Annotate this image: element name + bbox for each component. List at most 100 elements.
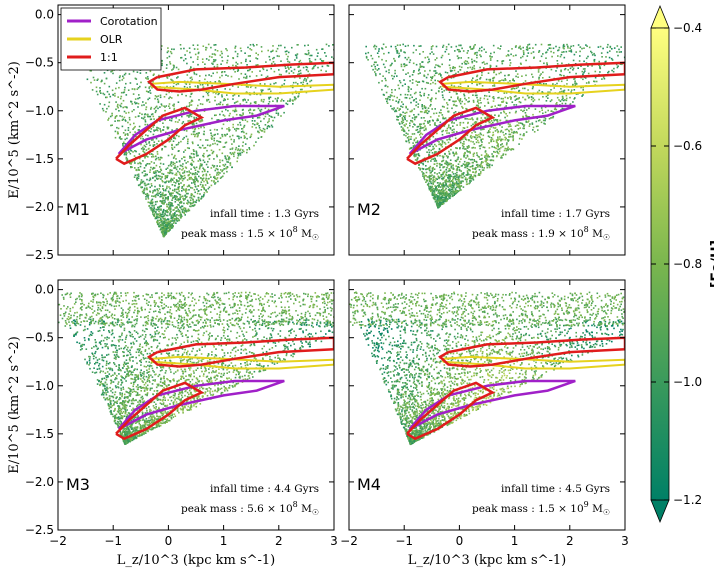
scatter-point xyxy=(471,158,474,161)
scatter-point xyxy=(525,109,528,111)
scatter-point xyxy=(434,108,436,110)
scatter-point xyxy=(233,139,235,141)
scatter-point xyxy=(179,196,181,199)
scatter-point xyxy=(197,51,200,54)
scatter-point xyxy=(248,147,250,149)
scatter-point xyxy=(227,161,229,163)
scatter-point xyxy=(152,80,154,83)
scatter-point xyxy=(503,92,506,94)
scatter-point xyxy=(156,153,159,155)
scatter-point xyxy=(548,47,551,49)
scatter-point xyxy=(508,136,511,138)
scatter-point xyxy=(205,47,208,49)
scatter-point xyxy=(190,113,193,115)
scatter-point xyxy=(179,194,182,196)
scatter-point xyxy=(450,180,453,182)
scatter-point xyxy=(283,79,286,82)
scatter-point xyxy=(627,56,629,58)
scatter-point xyxy=(448,175,450,178)
scatter-point xyxy=(480,145,482,147)
scatter-point xyxy=(391,91,393,94)
scatter-point xyxy=(125,112,127,114)
scatter-point xyxy=(243,131,245,134)
scatter-point xyxy=(517,124,520,127)
scatter-point xyxy=(467,122,469,125)
scatter-point xyxy=(136,179,139,181)
scatter-point xyxy=(184,209,186,212)
scatter-point xyxy=(224,163,227,166)
scatter-point xyxy=(441,189,443,192)
scatter-point xyxy=(398,56,400,58)
scatter-point xyxy=(165,93,168,96)
scatter-point xyxy=(423,175,426,178)
scatter-point xyxy=(202,95,205,98)
scatter-point xyxy=(125,82,127,85)
scatter-point xyxy=(449,69,452,72)
scatter-point xyxy=(162,70,165,73)
scatter-point xyxy=(197,197,200,199)
scatter-point xyxy=(214,114,216,117)
scatter-point xyxy=(490,159,492,162)
scatter-point xyxy=(194,191,196,194)
scatter-point xyxy=(424,125,426,127)
scatter-point xyxy=(273,82,275,85)
scatter-point xyxy=(252,123,254,125)
scatter-point xyxy=(195,199,198,202)
scatter-point xyxy=(194,181,197,183)
scatter-point xyxy=(178,180,180,182)
scatter-point xyxy=(466,52,469,54)
scatter-point xyxy=(153,118,155,120)
scatter-point xyxy=(187,192,189,195)
scatter-point xyxy=(165,222,168,224)
scatter-point xyxy=(466,164,469,167)
scatter-point xyxy=(613,67,615,70)
scatter-point xyxy=(485,163,488,166)
scatter-point xyxy=(546,63,548,66)
scatter-point xyxy=(476,163,479,166)
scatter-point xyxy=(378,68,380,70)
scatter-point xyxy=(213,158,215,160)
scatter-point xyxy=(433,112,435,115)
scatter-point xyxy=(394,59,396,62)
scatter-point xyxy=(137,87,140,89)
scatter-point xyxy=(162,192,164,194)
scatter-point xyxy=(276,100,278,103)
scatter-point xyxy=(464,137,467,139)
scatter-point xyxy=(154,179,156,182)
scatter-point xyxy=(480,158,482,160)
scatter-point xyxy=(239,124,242,126)
scatter-point xyxy=(118,119,121,122)
scatter-point xyxy=(460,170,462,172)
scatter-point xyxy=(475,166,477,169)
scatter-point xyxy=(466,134,469,137)
scatter-point xyxy=(472,99,475,102)
scatter-point xyxy=(222,175,224,178)
scatter-point xyxy=(479,106,481,109)
scatter-point xyxy=(447,126,450,128)
scatter-point xyxy=(194,186,197,188)
scatter-point xyxy=(433,193,435,196)
scatter-point xyxy=(438,87,440,89)
scatter-point xyxy=(518,97,520,99)
scatter-point xyxy=(412,126,414,128)
scatter-point xyxy=(169,220,172,222)
scatter-point xyxy=(503,79,505,82)
scatter-point xyxy=(150,113,153,116)
scatter-point xyxy=(240,50,243,52)
scatter-point xyxy=(431,168,434,170)
scatter-point xyxy=(211,84,213,87)
scatter-point xyxy=(197,134,199,136)
scatter-point xyxy=(403,134,405,136)
scatter-point xyxy=(144,170,146,172)
scatter-point xyxy=(183,178,185,180)
scatter-point xyxy=(278,55,280,58)
scatter-point xyxy=(431,174,433,176)
scatter-point xyxy=(438,143,440,146)
scatter-point xyxy=(180,110,183,113)
scatter-point xyxy=(127,89,130,91)
scatter-point xyxy=(533,131,536,133)
scatter-point xyxy=(495,73,498,76)
scatter-point xyxy=(439,200,441,202)
scatter-point xyxy=(139,183,141,186)
scatter-point xyxy=(588,46,591,49)
